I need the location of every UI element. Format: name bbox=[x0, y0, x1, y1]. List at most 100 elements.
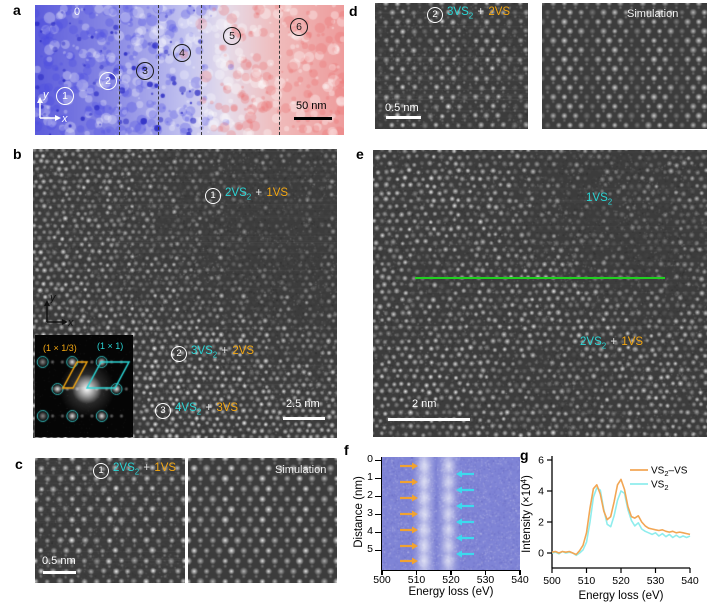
fft-inset: (1 × 1/3) (1 × 1) bbox=[35, 335, 133, 437]
stem-image-d bbox=[375, 3, 528, 129]
eels-arrow-markers bbox=[400, 462, 474, 565]
svg-text:540: 540 bbox=[681, 575, 699, 587]
region-number-3: 3 bbox=[155, 403, 171, 419]
panel-c-experiment: 1 2VS2 + 1VS 0.5 nm bbox=[35, 458, 185, 583]
svg-text:x: x bbox=[67, 317, 74, 329]
scalebar-d bbox=[386, 116, 421, 119]
f-tick bbox=[375, 532, 381, 534]
panel-letter-e: e bbox=[356, 146, 364, 162]
scalebar-c bbox=[43, 571, 76, 574]
svg-text:y: y bbox=[42, 89, 50, 101]
svg-text:520: 520 bbox=[612, 575, 630, 587]
phase-annotation-1: 1 2VS2 + 1VS bbox=[205, 187, 288, 204]
fft-unitcell-label: (1 × 1) bbox=[97, 341, 124, 351]
phase-annotation-2: 2 3VS2 + 2VS bbox=[171, 345, 254, 362]
svg-text:x: x bbox=[61, 113, 68, 125]
fft-pattern-image bbox=[35, 335, 133, 437]
panel-letter-c: c bbox=[15, 456, 23, 472]
svg-text:VS2–VS: VS2–VS bbox=[651, 466, 688, 479]
panel-letter-g: g bbox=[520, 447, 529, 463]
scalebar-a bbox=[294, 117, 332, 120]
f-tick: 0 bbox=[367, 453, 373, 465]
panel-e-stem: 1VS2 2VS2 + 1VS 2 nm bbox=[373, 150, 707, 437]
f-tick bbox=[375, 496, 381, 498]
f-tick: 540 bbox=[511, 574, 529, 586]
svg-text:530: 530 bbox=[647, 575, 665, 587]
region-divider bbox=[279, 5, 280, 135]
stem-image-e bbox=[373, 150, 707, 437]
scalebar-label-e: 2 nm bbox=[412, 398, 437, 410]
f-tick: 510 bbox=[407, 574, 426, 586]
svg-text:510: 510 bbox=[578, 575, 596, 587]
simulation-label: Simulation bbox=[275, 464, 327, 476]
f-tick bbox=[375, 478, 381, 480]
svg-text:VS2: VS2 bbox=[651, 480, 669, 493]
f-y-axis bbox=[381, 457, 383, 571]
f-tick: 3 bbox=[367, 507, 373, 519]
svg-text:4: 4 bbox=[538, 486, 544, 498]
phase-annotation-d: 2 3VS2 + 2VS bbox=[427, 6, 510, 23]
region-number-2: 2 bbox=[427, 7, 443, 23]
fft-supercell-label: (1 × 1/3) bbox=[43, 343, 77, 353]
f-tick bbox=[375, 514, 381, 516]
f-tick bbox=[450, 570, 452, 575]
f-tick: 5 bbox=[367, 543, 373, 555]
f-tick bbox=[519, 570, 521, 575]
region-number-2: 2 bbox=[171, 346, 187, 362]
panel-letter-a: a bbox=[13, 2, 21, 18]
simulation-label: Simulation bbox=[627, 8, 679, 20]
f-tick: 500 bbox=[373, 574, 391, 586]
panel-c-simulation: Simulation bbox=[188, 458, 337, 583]
zero-marker: 0 bbox=[74, 6, 81, 18]
svg-text:2: 2 bbox=[538, 517, 544, 529]
f-tick: 530 bbox=[476, 574, 495, 586]
svg-text:y: y bbox=[49, 292, 57, 304]
stem-image-c bbox=[35, 458, 185, 583]
scalebar-b bbox=[283, 417, 325, 420]
f-tick bbox=[484, 570, 487, 575]
f-tick bbox=[415, 570, 418, 575]
panel-letter-d: d bbox=[349, 3, 358, 19]
simulation-image-d bbox=[542, 3, 707, 129]
svg-text:Intensity (×104): Intensity (×104) bbox=[520, 475, 534, 553]
svg-text:Energy loss (eV): Energy loss (eV) bbox=[578, 590, 663, 602]
region-divider bbox=[119, 5, 120, 135]
region-circle-5: 5 bbox=[223, 27, 241, 45]
phase-annotation-c: 1 2VS2 + 1VS bbox=[93, 462, 176, 479]
f-tick: 2 bbox=[367, 489, 373, 501]
f-tick: 520 bbox=[442, 574, 460, 586]
region-number-1: 1 bbox=[205, 188, 221, 204]
phase-label-2vs2-1vs: 2VS2 + 1VS bbox=[580, 336, 644, 351]
eels-linescan-marker bbox=[415, 277, 665, 279]
panel-d-simulation: Simulation bbox=[542, 3, 707, 129]
f-tick bbox=[375, 550, 381, 552]
region-circle-1: 1 bbox=[56, 87, 74, 105]
phase-label-1vs2: 1VS2 bbox=[586, 192, 613, 207]
scalebar-e bbox=[388, 418, 470, 421]
panel-letter-b: b bbox=[13, 146, 22, 162]
scalebar-label-b: 2.5 nm bbox=[286, 398, 320, 410]
f-tick bbox=[381, 570, 383, 575]
region-circle-4: 4 bbox=[173, 44, 191, 62]
region-number-1: 1 bbox=[93, 463, 109, 479]
scalebar-label-a: 50 nm bbox=[296, 100, 327, 112]
f-tick: 4 bbox=[367, 525, 373, 537]
f-x-axis-label: Energy loss (eV) bbox=[408, 586, 494, 598]
phase-annotation-3: 3 4VS2 + 3VS bbox=[155, 402, 238, 419]
simulation-image-c bbox=[188, 458, 337, 583]
scalebar-label-d: 0.5 nm bbox=[385, 102, 419, 114]
panel-d-experiment: 2 3VS2 + 2VS 0.5 nm bbox=[375, 3, 528, 129]
xy-axes-icon: y x bbox=[37, 89, 68, 125]
region-circle-2: 2 bbox=[99, 72, 117, 90]
region-circle-6: 6 bbox=[290, 18, 308, 36]
svg-text:6: 6 bbox=[538, 455, 544, 467]
region-divider bbox=[158, 5, 159, 135]
panel-a-map: 0 1 2 3 4 5 6 y x 50 nm bbox=[35, 5, 344, 135]
xy-axes-icon: y x bbox=[44, 292, 74, 329]
f-tick bbox=[375, 460, 381, 462]
panel-b-stem: 1 2VS2 + 1VS 2 3VS2 + 2VS 3 4VS2 + 3VS y x … bbox=[33, 149, 337, 438]
scalebar-label-c: 0.5 nm bbox=[42, 555, 76, 567]
svg-text:0: 0 bbox=[538, 548, 544, 560]
